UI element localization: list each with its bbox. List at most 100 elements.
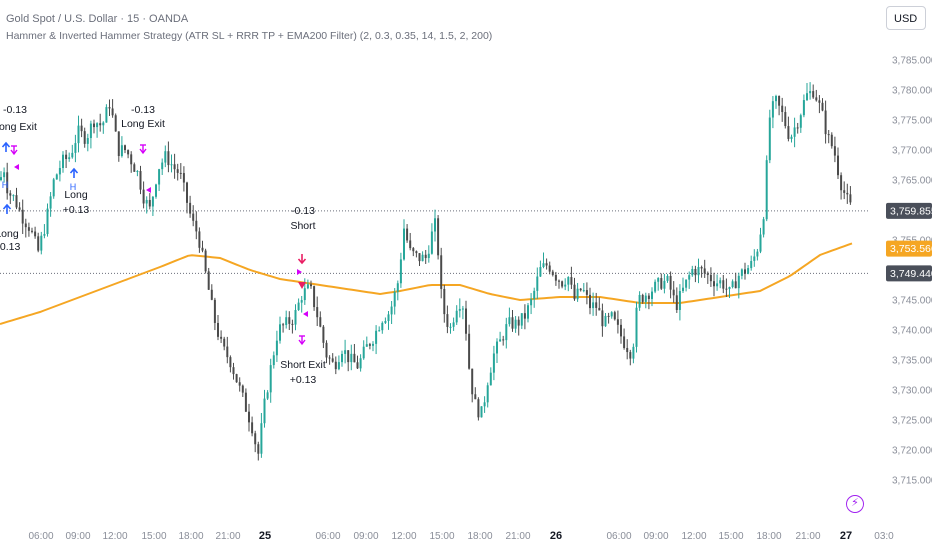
candle-body — [24, 223, 27, 228]
candle-body — [310, 284, 312, 287]
trade-annotation: +0.13 — [0, 241, 20, 253]
candle-body — [737, 275, 740, 289]
candle-body — [65, 154, 68, 159]
chart-title: Gold Spot / U.S. Dollar · 15 · OANDA — [6, 13, 189, 25]
candle-body — [793, 127, 796, 137]
candle-body — [124, 145, 126, 151]
candle-body — [458, 308, 461, 311]
candle-body — [573, 284, 576, 300]
candle-body — [390, 306, 393, 315]
candle-body — [530, 299, 533, 306]
candle-body — [387, 314, 390, 322]
candle-body — [427, 253, 430, 259]
trade-annotation: Long — [0, 228, 19, 240]
signal-triangle — [14, 164, 19, 170]
candle-body — [685, 279, 688, 288]
lightning-icon[interactable]: ⚡ — [846, 495, 864, 513]
candle-body — [762, 219, 765, 235]
candle-body — [824, 110, 827, 135]
candle-body — [719, 280, 722, 284]
candle-body — [55, 174, 58, 180]
candle-body — [669, 275, 672, 290]
candle-body — [232, 367, 235, 375]
exit-pin — [298, 335, 306, 346]
candle-body — [322, 326, 325, 343]
x-tick-label: 21:00 — [505, 531, 530, 542]
candle-body — [477, 399, 480, 418]
candle-body — [62, 154, 64, 168]
candle-body — [830, 134, 833, 147]
candle-body — [728, 287, 731, 290]
candle-body — [818, 100, 821, 103]
candle-body — [241, 385, 244, 393]
candle-body — [765, 160, 768, 220]
candle-body — [220, 336, 223, 339]
hammer-label: H — [70, 182, 77, 192]
candle-body — [186, 182, 188, 203]
candle-body — [403, 228, 405, 260]
price-label-bg — [886, 240, 932, 257]
candle-body — [362, 346, 365, 359]
candle-body — [0, 177, 2, 180]
candle-body — [145, 199, 148, 204]
candle-body — [449, 326, 452, 328]
candle-body — [747, 268, 750, 274]
candle-body — [672, 289, 675, 296]
candle-body — [189, 202, 192, 214]
x-tick-label: 21:00 — [795, 531, 820, 542]
x-tick-label: 09:00 — [643, 531, 668, 542]
candle-body — [647, 295, 650, 299]
candle-body — [545, 263, 548, 266]
candle-body — [114, 115, 117, 132]
candle-body — [778, 96, 781, 106]
candle-body — [334, 361, 337, 370]
candle-body — [809, 91, 812, 94]
candle-body — [613, 312, 616, 320]
price-label-bg — [886, 202, 932, 219]
candle-body — [313, 286, 316, 308]
candle-body — [694, 268, 697, 276]
candle-body — [158, 169, 161, 185]
candle-body — [52, 179, 55, 197]
candle-body — [812, 91, 815, 98]
candle-body — [297, 302, 300, 310]
candle-body — [561, 281, 564, 287]
candle-body — [703, 268, 706, 274]
candle-body — [46, 208, 49, 235]
candle-body — [759, 234, 762, 252]
candle-body — [592, 302, 595, 309]
candle-body — [551, 271, 554, 275]
candle-body — [266, 392, 269, 399]
candle-body — [443, 288, 446, 315]
candle-body — [595, 302, 598, 308]
candle-body — [6, 172, 9, 194]
currency-selector[interactable]: USD — [886, 6, 926, 30]
candle-body — [663, 280, 666, 289]
candle-body — [700, 266, 703, 269]
candle-body — [536, 276, 539, 291]
candle-body — [802, 100, 805, 116]
hammer-label: H — [2, 180, 9, 190]
candle-body — [204, 250, 207, 272]
candle-body — [164, 151, 167, 163]
candle-body — [176, 169, 179, 173]
candle-body — [520, 313, 523, 326]
candle-body — [827, 134, 830, 136]
candle-body — [660, 278, 663, 289]
candle-body — [675, 295, 678, 310]
candle-body — [406, 228, 409, 241]
candle-body — [452, 322, 455, 327]
strategy-legend[interactable]: Hammer & Inverted Hammer Strategy (ATR S… — [6, 30, 493, 42]
signal-triangle — [303, 311, 308, 317]
candle-body — [564, 284, 567, 287]
short-signal-triangle — [298, 282, 306, 289]
x-tick-label: 12:00 — [681, 531, 706, 542]
candle-body — [285, 317, 288, 325]
candle-body — [399, 259, 402, 284]
candle-body — [40, 235, 43, 251]
candle-body — [127, 150, 130, 155]
candle-body — [300, 300, 303, 303]
trade-annotation: Long Exit — [121, 118, 165, 130]
